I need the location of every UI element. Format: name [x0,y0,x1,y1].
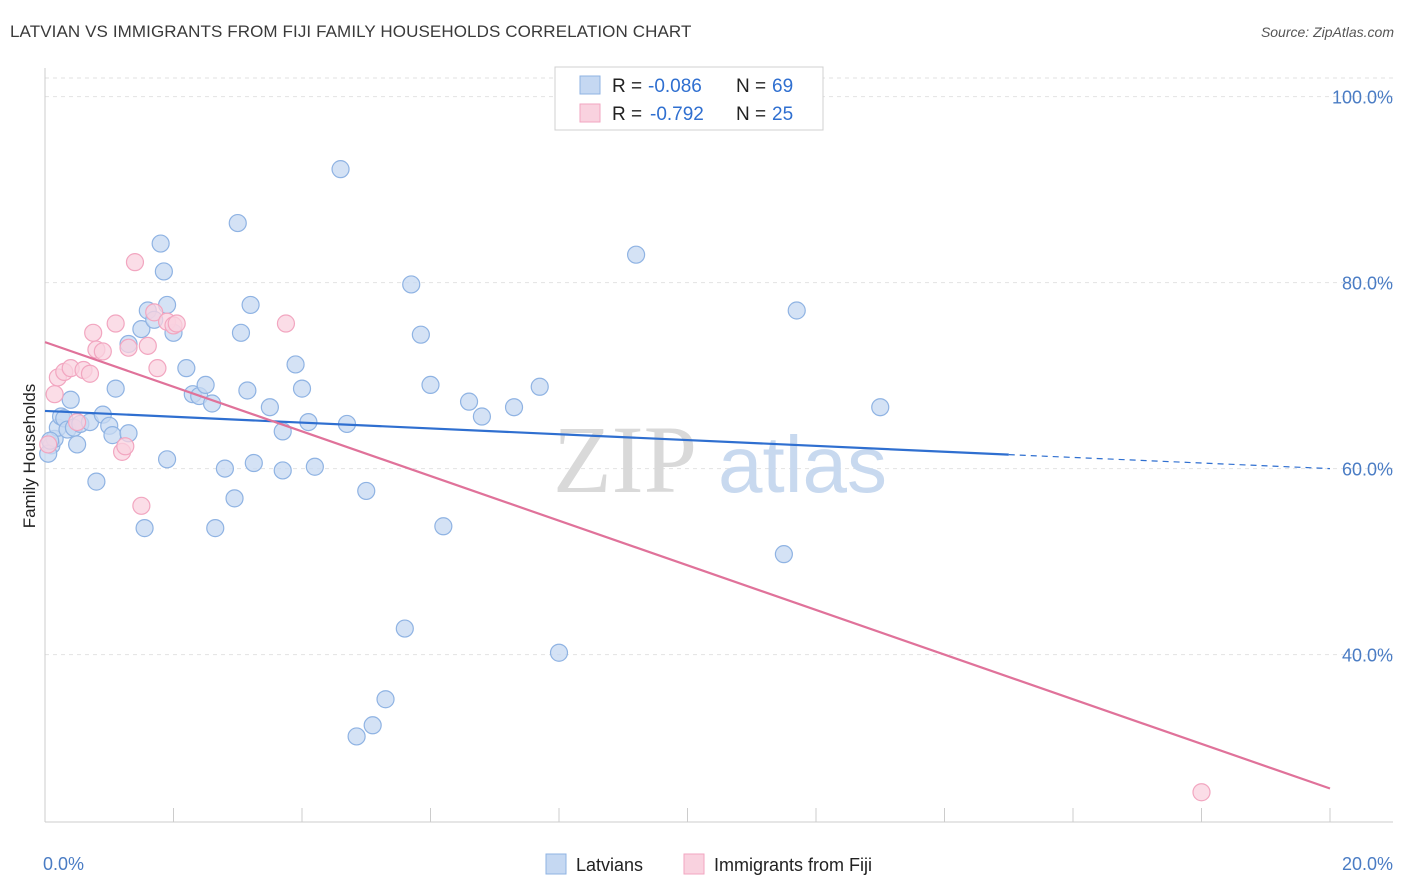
data-point [459,392,479,411]
trend-line-latvians [44,409,1009,456]
correlation-legend: R = -0.086 N = 69 R = -0.792 N = 25 [554,66,824,131]
data-point [472,407,491,426]
watermark: ZIP atlas [553,406,887,513]
data-point [61,390,80,409]
data-point [196,375,215,394]
data-point [225,489,244,508]
y-axis-label: Family Households [20,384,39,529]
source-label: Source: ZipAtlas.com [1260,24,1394,40]
data-point [177,359,196,378]
data-point [411,325,430,344]
data-point [135,519,154,538]
trend-line-fiji [44,341,1331,790]
legend-r-value-2: -0.792 [650,104,704,125]
data-point [39,435,58,454]
data-point [787,301,806,320]
series-legend: Latvians Immigrants from Fiji [545,853,872,875]
legend-n-label-2: N = [736,104,766,125]
legend-r-label-2: R = [612,104,642,125]
data-point [167,314,186,333]
data-point [106,314,125,333]
data-point [84,323,103,342]
data-point [106,379,125,398]
data-point [434,517,453,536]
data-point [357,481,376,501]
bottom-legend-label-latvians: Latvians [576,855,643,875]
data-point [421,375,440,394]
data-point [774,545,793,564]
data-point [331,160,350,179]
legend-r-value-1: -0.086 [648,76,702,97]
data-point [244,453,263,473]
x-tick-marks [173,808,1331,822]
legend-r-label-1: R = [612,76,642,97]
data-point [395,619,414,638]
data-point [402,275,421,294]
legend-swatch-latvians [579,75,601,95]
data-point [228,213,247,233]
data-point [138,336,157,355]
data-point [347,727,366,746]
data-point [238,381,257,400]
data-point [87,472,106,491]
trend-line-latvians-extension [1008,454,1331,470]
data-point [260,398,279,417]
data-point [145,303,164,322]
data-point [504,398,524,417]
data-point [273,461,292,480]
data-point [626,245,646,264]
legend-n-label-1: N = [736,76,766,97]
y-tick-label: 100.0% [1332,88,1393,108]
chart-title: LATVIAN VS IMMIGRANTS FROM FIJI FAMILY H… [10,22,692,41]
legend-swatch-fiji [579,103,601,123]
y-tick-label: 60.0% [1342,460,1393,480]
legend-n-value-2: 25 [772,104,793,125]
data-point [125,253,145,272]
data-point [231,323,251,342]
legend-n-value-1: 69 [772,76,793,97]
watermark-zip: ZIP [553,406,697,513]
data-point [363,716,382,735]
y-tick-label: 40.0% [1342,646,1393,666]
data-point [530,377,549,396]
data-point [1192,783,1211,802]
x-tick-label-max: 20.0% [1342,854,1393,874]
series-fiji-points [39,253,1211,802]
x-tick-label-min: 0.0% [43,854,84,874]
data-point [119,338,138,357]
data-point [68,435,87,454]
data-point [151,234,170,253]
y-tick-label: 80.0% [1342,274,1393,294]
watermark-atlas: atlas [718,420,887,509]
data-point [68,413,87,432]
bottom-legend-label-fiji: Immigrants from Fiji [714,855,872,875]
data-point [549,643,569,662]
data-point [376,690,395,709]
data-point [132,496,151,515]
bottom-legend-swatch-latvians [545,853,567,875]
data-point [148,359,167,378]
data-point [132,320,151,339]
y-tick-labels: 40.0% 60.0% 80.0% 100.0% [1332,88,1393,666]
data-point [871,398,890,417]
data-point [80,364,100,383]
data-point [154,262,173,281]
data-point [206,519,225,538]
data-point [116,437,135,456]
data-point [241,295,260,315]
bottom-legend-swatch-fiji [683,853,705,875]
data-point [276,314,296,333]
gridlines [45,77,1393,656]
data-point [157,450,177,469]
data-point [215,459,234,478]
data-point [286,355,305,374]
trend-lines [44,341,1331,790]
data-point [292,379,312,398]
data-point [93,342,112,361]
data-point [305,457,324,476]
data-point [45,385,64,404]
